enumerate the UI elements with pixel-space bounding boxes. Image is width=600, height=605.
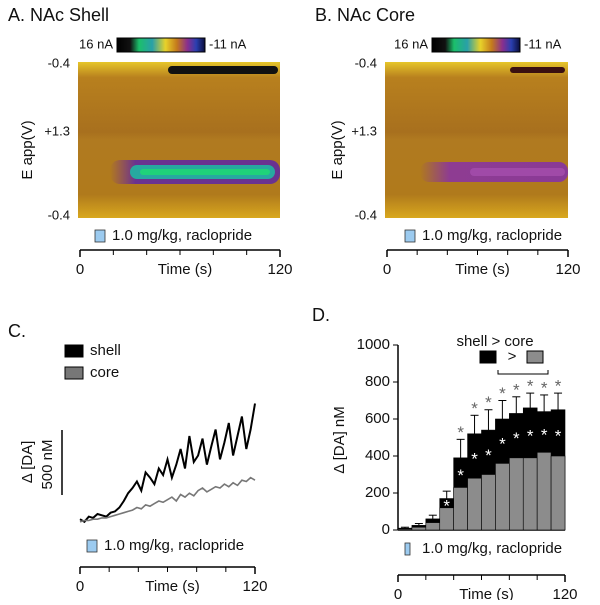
x-axis-label: Time (s) xyxy=(145,578,199,595)
bar xyxy=(397,528,413,531)
significance-mark: * xyxy=(527,426,534,445)
y-tick-label: 400 xyxy=(365,447,390,464)
y-axis-label: Δ [DA] xyxy=(19,441,36,484)
y-axis-label: E app(V) xyxy=(329,120,346,179)
annotation: 1.0 mg/kg, raclopride xyxy=(422,227,562,244)
significance-mark: * xyxy=(513,380,520,399)
x-tick-label: 120 xyxy=(242,578,267,595)
bar xyxy=(425,522,441,531)
legend-text: shell > core xyxy=(456,333,533,350)
drug-marker xyxy=(404,229,416,243)
legend-label: core xyxy=(90,364,119,381)
y-tick-label: -0.4 xyxy=(355,55,377,70)
panel-title: A. NAc Shell xyxy=(8,5,109,25)
x-tick-label: 120 xyxy=(267,261,292,278)
y-tick-label: -0.4 xyxy=(355,207,377,222)
significance-mark: * xyxy=(513,429,520,448)
significance-mark: * xyxy=(541,425,548,444)
bar xyxy=(411,526,427,531)
y-tick-label: 200 xyxy=(365,484,390,501)
x-tick-label: 0 xyxy=(383,261,391,278)
bar xyxy=(467,477,482,531)
drug-marker xyxy=(404,542,411,556)
bar xyxy=(550,455,566,531)
x-tick-label: 120 xyxy=(552,586,577,600)
significance-mark: * xyxy=(443,497,450,516)
x-tick-label: 120 xyxy=(555,261,580,278)
scale-bar-label: 500 nM xyxy=(39,439,56,489)
annotation: 1.0 mg/kg, raclopride xyxy=(112,227,252,244)
significance-mark: * xyxy=(471,399,478,418)
significance-mark: * xyxy=(471,449,478,468)
bar xyxy=(481,474,496,531)
legend-symbol: > xyxy=(508,348,517,365)
annotation: 1.0 mg/kg, raclopride xyxy=(104,537,244,554)
data-line xyxy=(79,403,256,524)
bar xyxy=(509,457,524,531)
legend-swatch xyxy=(526,350,544,364)
colorbar-label: 16 nA xyxy=(79,36,113,51)
drug-marker xyxy=(94,229,106,243)
x-axis-label: Time (s) xyxy=(455,261,509,278)
data-line xyxy=(79,476,256,523)
bar xyxy=(453,487,468,531)
legend-swatch xyxy=(64,366,84,380)
y-axis-label: Δ [DA] nM xyxy=(331,406,348,474)
significance-mark: * xyxy=(555,377,562,396)
bar xyxy=(495,463,510,531)
significance-mark: * xyxy=(485,446,492,465)
legend-swatch xyxy=(64,344,84,358)
colorplot-a-image xyxy=(78,62,280,218)
colorbar-label: -11 nA xyxy=(524,36,562,51)
y-tick-label: 1000 xyxy=(357,336,390,353)
significance-mark: * xyxy=(527,377,534,396)
y-tick-label: 0 xyxy=(382,521,390,538)
significance-mark: * xyxy=(499,435,506,454)
y-tick-label: 600 xyxy=(365,410,390,427)
annotation: 1.0 mg/kg, raclopride xyxy=(422,540,562,557)
x-tick-label: 0 xyxy=(76,578,84,595)
significance-mark: * xyxy=(457,423,464,442)
bracket xyxy=(497,370,549,375)
legend-label: shell xyxy=(90,342,121,359)
significance-mark: * xyxy=(541,378,548,397)
bar xyxy=(536,451,552,531)
y-tick-label: +1.3 xyxy=(351,123,377,138)
y-tick-label: -0.4 xyxy=(48,55,70,70)
significance-mark: * xyxy=(485,393,492,412)
x-axis-label: Time (s) xyxy=(158,261,212,278)
significance-mark: * xyxy=(555,426,562,445)
y-tick-label: -0.4 xyxy=(48,207,70,222)
x-tick-label: 0 xyxy=(394,586,402,600)
colorbar xyxy=(116,37,206,53)
bar xyxy=(522,457,538,531)
x-axis-label: Time (s) xyxy=(459,586,513,600)
colorbar-label: -11 nA xyxy=(209,36,247,51)
significance-mark: * xyxy=(499,384,506,403)
colorbar xyxy=(431,37,521,53)
colorbar-label: 16 nA xyxy=(394,36,428,51)
panel-title: D. xyxy=(312,305,330,325)
y-tick-label: 800 xyxy=(365,373,390,390)
x-tick-label: 0 xyxy=(76,261,84,278)
colorplot-b-image xyxy=(385,62,568,218)
legend-swatch xyxy=(479,350,497,364)
panel-title: C. xyxy=(8,321,26,341)
y-tick-label: +1.3 xyxy=(44,123,70,138)
panel-title: B. NAc Core xyxy=(315,5,415,25)
significance-mark: * xyxy=(457,466,464,485)
y-axis-label: E app(V) xyxy=(19,120,36,179)
drug-marker xyxy=(86,539,98,553)
